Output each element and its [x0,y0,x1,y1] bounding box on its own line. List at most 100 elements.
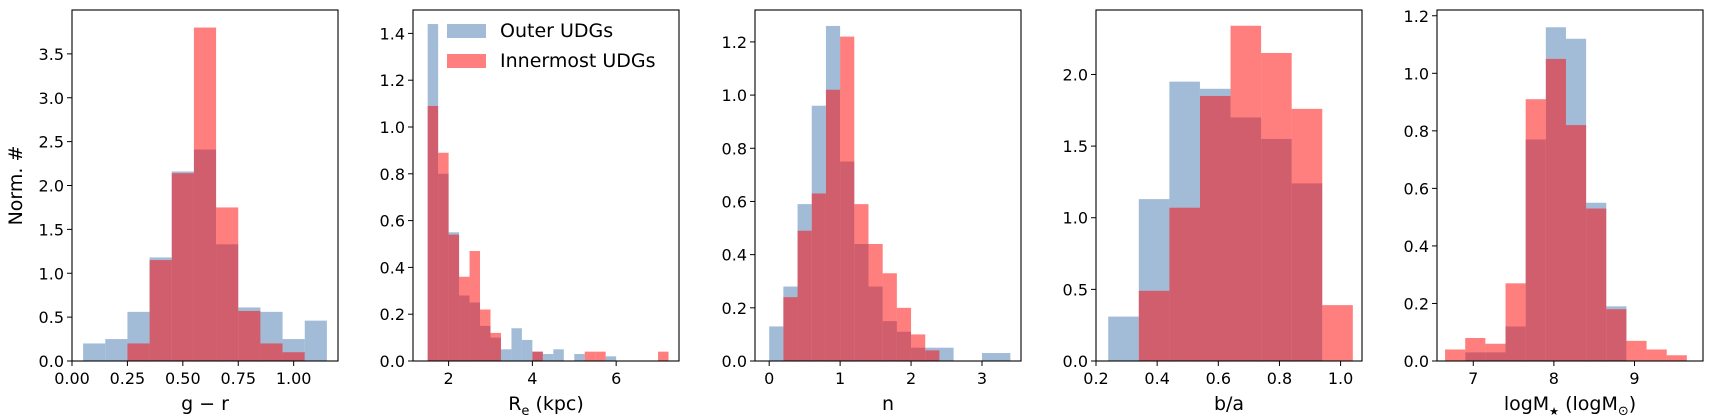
bars [83,27,327,361]
x-tick-label: 0.75 [220,369,256,388]
innermost-udgs-bar [438,152,449,361]
y-tick-label: 1.2 [380,71,405,90]
innermost-udgs-bar [1525,99,1546,361]
y-tick-label: 2.0 [1063,65,1088,84]
x-axis-label: n [882,393,894,415]
legend-label-outer: Outer UDGs [500,20,613,42]
axes-frame [1436,9,1704,362]
y-tick-label: 0.2 [380,305,405,324]
panel-4: 0.2 0.4 0.6 0.8 1.0 0.0 0.5 1.0 1.5 2.0 b/a [1063,9,1363,415]
x-tick-label: 0.2 [1083,369,1108,388]
y-tick-label: 2.5 [39,133,64,152]
y-tick-label: 0.8 [380,165,405,184]
bars [1108,25,1353,361]
innermost-udgs-bar [1586,208,1607,361]
innermost-udgs-bar [783,297,798,361]
x-tick-label: 0.25 [110,369,146,388]
y-tick-label: 0.8 [1404,122,1429,141]
innermost-udgs-bar [896,307,912,361]
outer-udgs-bar [574,353,585,361]
outer-udgs-bar [939,347,954,361]
y-tick-label: 1.5 [39,220,64,239]
y-axis-label: Norm. # [5,146,27,226]
innermost-udgs-bar [911,334,926,361]
legend: Outer UDGs Innermost UDGs [447,20,656,72]
x-tick-label: 0.00 [54,369,90,388]
innermost-udgs-bar [1169,207,1200,361]
y-tick-label: 0.6 [722,192,747,211]
x-tick-label: 0.4 [1144,369,1169,388]
outer-udgs-bar [542,353,554,361]
x-tick-label: 8 [1549,369,1559,388]
innermost-udgs-bar [1322,305,1353,361]
outer-udgs-bar [521,339,533,361]
y-tick-label: 1.0 [722,86,747,105]
innermost-udgs-bar [459,276,470,361]
x-axis-label: b/a [1214,393,1244,415]
x-tick-label: 7 [1468,369,1478,388]
innermost-udgs-bar [840,36,855,361]
outer-udgs-bar [511,328,522,361]
innermost-udgs-bar [448,234,460,361]
x-axis-label: logM★ (logM⊙) [1504,393,1636,418]
x-tick-label: 1 [835,369,845,388]
x-tick-label: 2 [444,369,454,388]
innermost-udgs-bar [1465,337,1486,361]
x-tick-label: 2 [906,369,916,388]
y-tick-label: 0.4 [380,258,405,277]
outer-udgs-bar [605,356,617,361]
x-tick-label: 3 [977,369,987,388]
innermost-udgs-bar [584,351,596,361]
y-tick-label: 0.5 [39,308,64,327]
innermost-udgs-bar [238,310,261,361]
innermost-udgs-bar [469,251,481,361]
innermost-udgs-bar [658,351,669,361]
innermost-udgs-bar [1291,108,1323,361]
x-tick-label: 9 [1629,369,1639,388]
outer-udgs-bar [304,320,327,361]
panel-2: 2 4 6 0.0 0.2 0.4 0.6 0.8 1.0 1.2 1.4 Re (kpc) Outer… [380,9,680,418]
panel-1: 0.00 0.25 0.50 0.75 1.00 0.0 0.5 1.0 1.5 2.0 2.5 3.… [5,9,339,415]
y-tick-label: 0.6 [380,212,405,231]
innermost-udgs-bar [1230,25,1262,361]
innermost-udgs-bar [825,89,841,361]
panel-3: 0 1 2 3 0.0 0.2 0.4 0.6 0.8 1.0 1.2 n [722,9,1022,415]
innermost-udgs-bar [1545,58,1566,361]
y-tick-label: 2.0 [39,177,64,196]
y-tick-label: 0.6 [1404,179,1429,198]
outer-udgs-bar [500,349,512,361]
y-tick-label: 3.0 [39,89,64,108]
innermost-udgs-bar [1485,343,1506,361]
innermost-udgs-bar [260,343,283,361]
bars [769,25,1011,361]
y-tick-label: 3.5 [39,45,64,64]
y-tick-label: 1.2 [1404,7,1429,26]
x-axis-label: g − r [181,393,229,415]
y-tick-label: 0.0 [39,352,64,371]
innermost-udgs-bar [1626,340,1647,361]
innermost-udgs-bar [1646,349,1667,361]
y-tick-label: 0.4 [1404,237,1429,256]
outer-udgs-bar [1108,316,1139,361]
innermost-udgs-bar [925,350,940,361]
x-axis-label: Re (kpc) [508,393,584,418]
innermost-udgs-bar [282,352,305,361]
y-tick-label: 0.5 [1063,280,1088,299]
innermost-udgs-bar [149,260,172,361]
innermost-udgs-bar [811,193,826,361]
outer-udgs-bar [83,343,106,361]
axes-frame [1095,9,1363,362]
innermost-udgs-bar [1505,283,1526,361]
y-tick-label: 1.0 [380,118,405,137]
y-tick-label: 1.2 [722,33,747,52]
innermost-udgs-bar [1138,290,1170,361]
panel-5: 7 8 9 0.0 0.2 0.4 0.6 0.8 1.0 1.2 logM★ (logM⊙) [1404,7,1704,418]
axes-frame [412,9,680,362]
y-tick-label: 1.0 [39,264,64,283]
innermost-udgs-bar [1445,349,1466,361]
innermost-udgs-bar [1261,52,1292,361]
innermost-udgs-bar [1666,355,1687,361]
y-tick-label: 0.4 [722,246,747,265]
x-tick-label: 0.50 [165,369,201,388]
innermost-udgs-bar [854,204,869,361]
